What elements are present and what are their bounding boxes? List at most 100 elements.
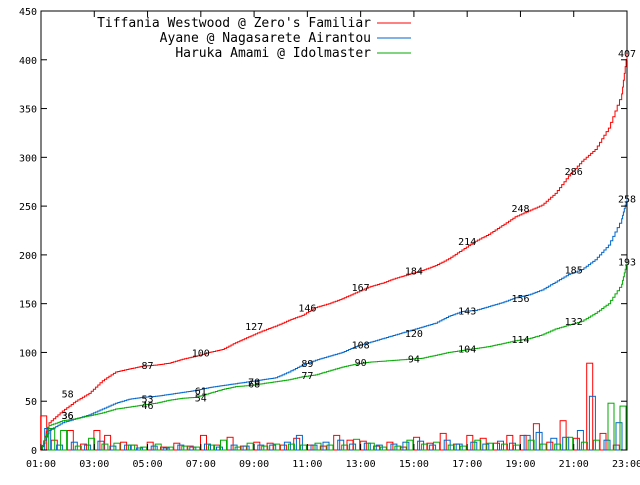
data-label: 146 [298, 304, 316, 315]
histogram-bar [120, 441, 128, 451]
x-tick-label: 17:00 [452, 459, 482, 470]
histogram-bar [367, 442, 375, 451]
histogram-bar [166, 446, 174, 451]
y-tick-label: 250 [19, 202, 37, 213]
histogram-bar [474, 439, 482, 451]
histogram-bar [580, 441, 588, 451]
y-tick-label: 350 [19, 105, 37, 116]
series-line [41, 52, 628, 451]
histogram-bar [554, 443, 562, 451]
histogram-bar [482, 443, 490, 451]
histogram-bar [109, 445, 117, 451]
histogram-bar [513, 444, 520, 451]
data-label: 120 [405, 329, 423, 340]
data-label: 87 [141, 361, 153, 372]
histogram-bar [417, 440, 425, 451]
histogram-bar [154, 443, 162, 451]
data-label: 36 [62, 411, 74, 422]
histogram-bar [140, 446, 148, 451]
lines-layer [41, 52, 628, 451]
x-tick-label: 19:00 [505, 459, 535, 470]
series-line [41, 261, 628, 451]
histogram-bar [234, 446, 242, 451]
data-label: 407 [618, 49, 636, 60]
data-label: 68 [248, 380, 260, 391]
data-label: 89 [301, 359, 313, 370]
plot-frame [40, 10, 628, 451]
histogram-bar [439, 432, 447, 451]
data-label: 104 [458, 345, 476, 356]
axes-layer: 0 50 100 150 200 250 300 350 400 450 01:00 03:00 05:… [19, 7, 640, 470]
histogram-bar [421, 443, 429, 451]
histogram-bar [402, 441, 410, 451]
histogram-bar [60, 430, 68, 451]
histogram-bar [386, 441, 394, 451]
histogram-bar [413, 436, 421, 451]
x-tick-label: 23:00 [612, 459, 640, 470]
histogram-bar [242, 445, 250, 451]
histogram-bar [177, 444, 185, 451]
data-label: 77 [301, 371, 313, 382]
histogram-bar [74, 445, 82, 451]
data-label: 167 [352, 283, 370, 294]
histogram-bar [220, 439, 227, 451]
histogram-bar [113, 442, 121, 451]
histogram-bar [80, 443, 88, 451]
histogram-bar [493, 442, 500, 451]
histogram-bar [84, 444, 92, 451]
histogram-bar [501, 443, 508, 451]
data-label: 193 [618, 258, 636, 269]
histogram-bar [273, 443, 281, 451]
data-label: 46 [141, 401, 153, 412]
histogram-bar [269, 444, 277, 451]
legend-label: Tiffania Westwood @ Zero's Familiar [97, 16, 371, 31]
histogram-bar [101, 443, 109, 451]
histogram-bar [295, 434, 303, 451]
histogram-bar [150, 445, 158, 451]
x-tick-label: 11:00 [292, 459, 322, 470]
y-tick-label: 200 [19, 251, 37, 262]
x-tick-label: 03:00 [79, 459, 109, 470]
histogram-bar [189, 446, 197, 451]
histogram-bar [486, 442, 494, 451]
data-label: 36 [62, 411, 74, 422]
x-tick-label: 01:00 [26, 459, 56, 470]
histogram-bar [326, 444, 334, 451]
histogram-bar [592, 439, 600, 451]
histogram-bar [257, 444, 265, 451]
data-label: 286 [565, 167, 583, 178]
x-tick-label: 07:00 [186, 459, 216, 470]
y-tick-label: 400 [19, 56, 37, 67]
y-tick-label: 150 [19, 300, 37, 311]
data-label: 114 [511, 335, 529, 346]
histogram-bar [576, 430, 584, 451]
histogram-bar [566, 436, 574, 451]
histogram-bar [607, 402, 615, 451]
y-tick-label: 300 [19, 153, 37, 164]
data-label: 127 [245, 322, 263, 333]
histogram-bar [162, 447, 170, 451]
histogram-bar [246, 442, 254, 451]
histogram-bar [93, 430, 101, 451]
histogram-bar [535, 431, 543, 451]
data-label: 156 [511, 294, 529, 305]
histogram-bar [459, 445, 467, 451]
data-label: 143 [458, 307, 476, 318]
bars-layer [40, 362, 627, 451]
data-label: 214 [458, 237, 476, 248]
series-line [41, 198, 628, 451]
histogram-bar [314, 442, 322, 451]
histogram-bar [128, 444, 136, 451]
histogram-bar [136, 447, 144, 451]
histogram-bar [588, 395, 596, 451]
histogram-bar [615, 422, 623, 451]
histogram-bar [333, 434, 341, 451]
histogram-bar [193, 446, 201, 451]
data-label: 248 [511, 204, 529, 215]
histogram-bar [603, 439, 611, 451]
y-tick-label: 50 [25, 397, 37, 408]
data-label: 184 [405, 267, 423, 278]
histogram-bar [394, 445, 402, 451]
histogram-bar [406, 439, 414, 451]
histogram-bar [48, 428, 56, 451]
